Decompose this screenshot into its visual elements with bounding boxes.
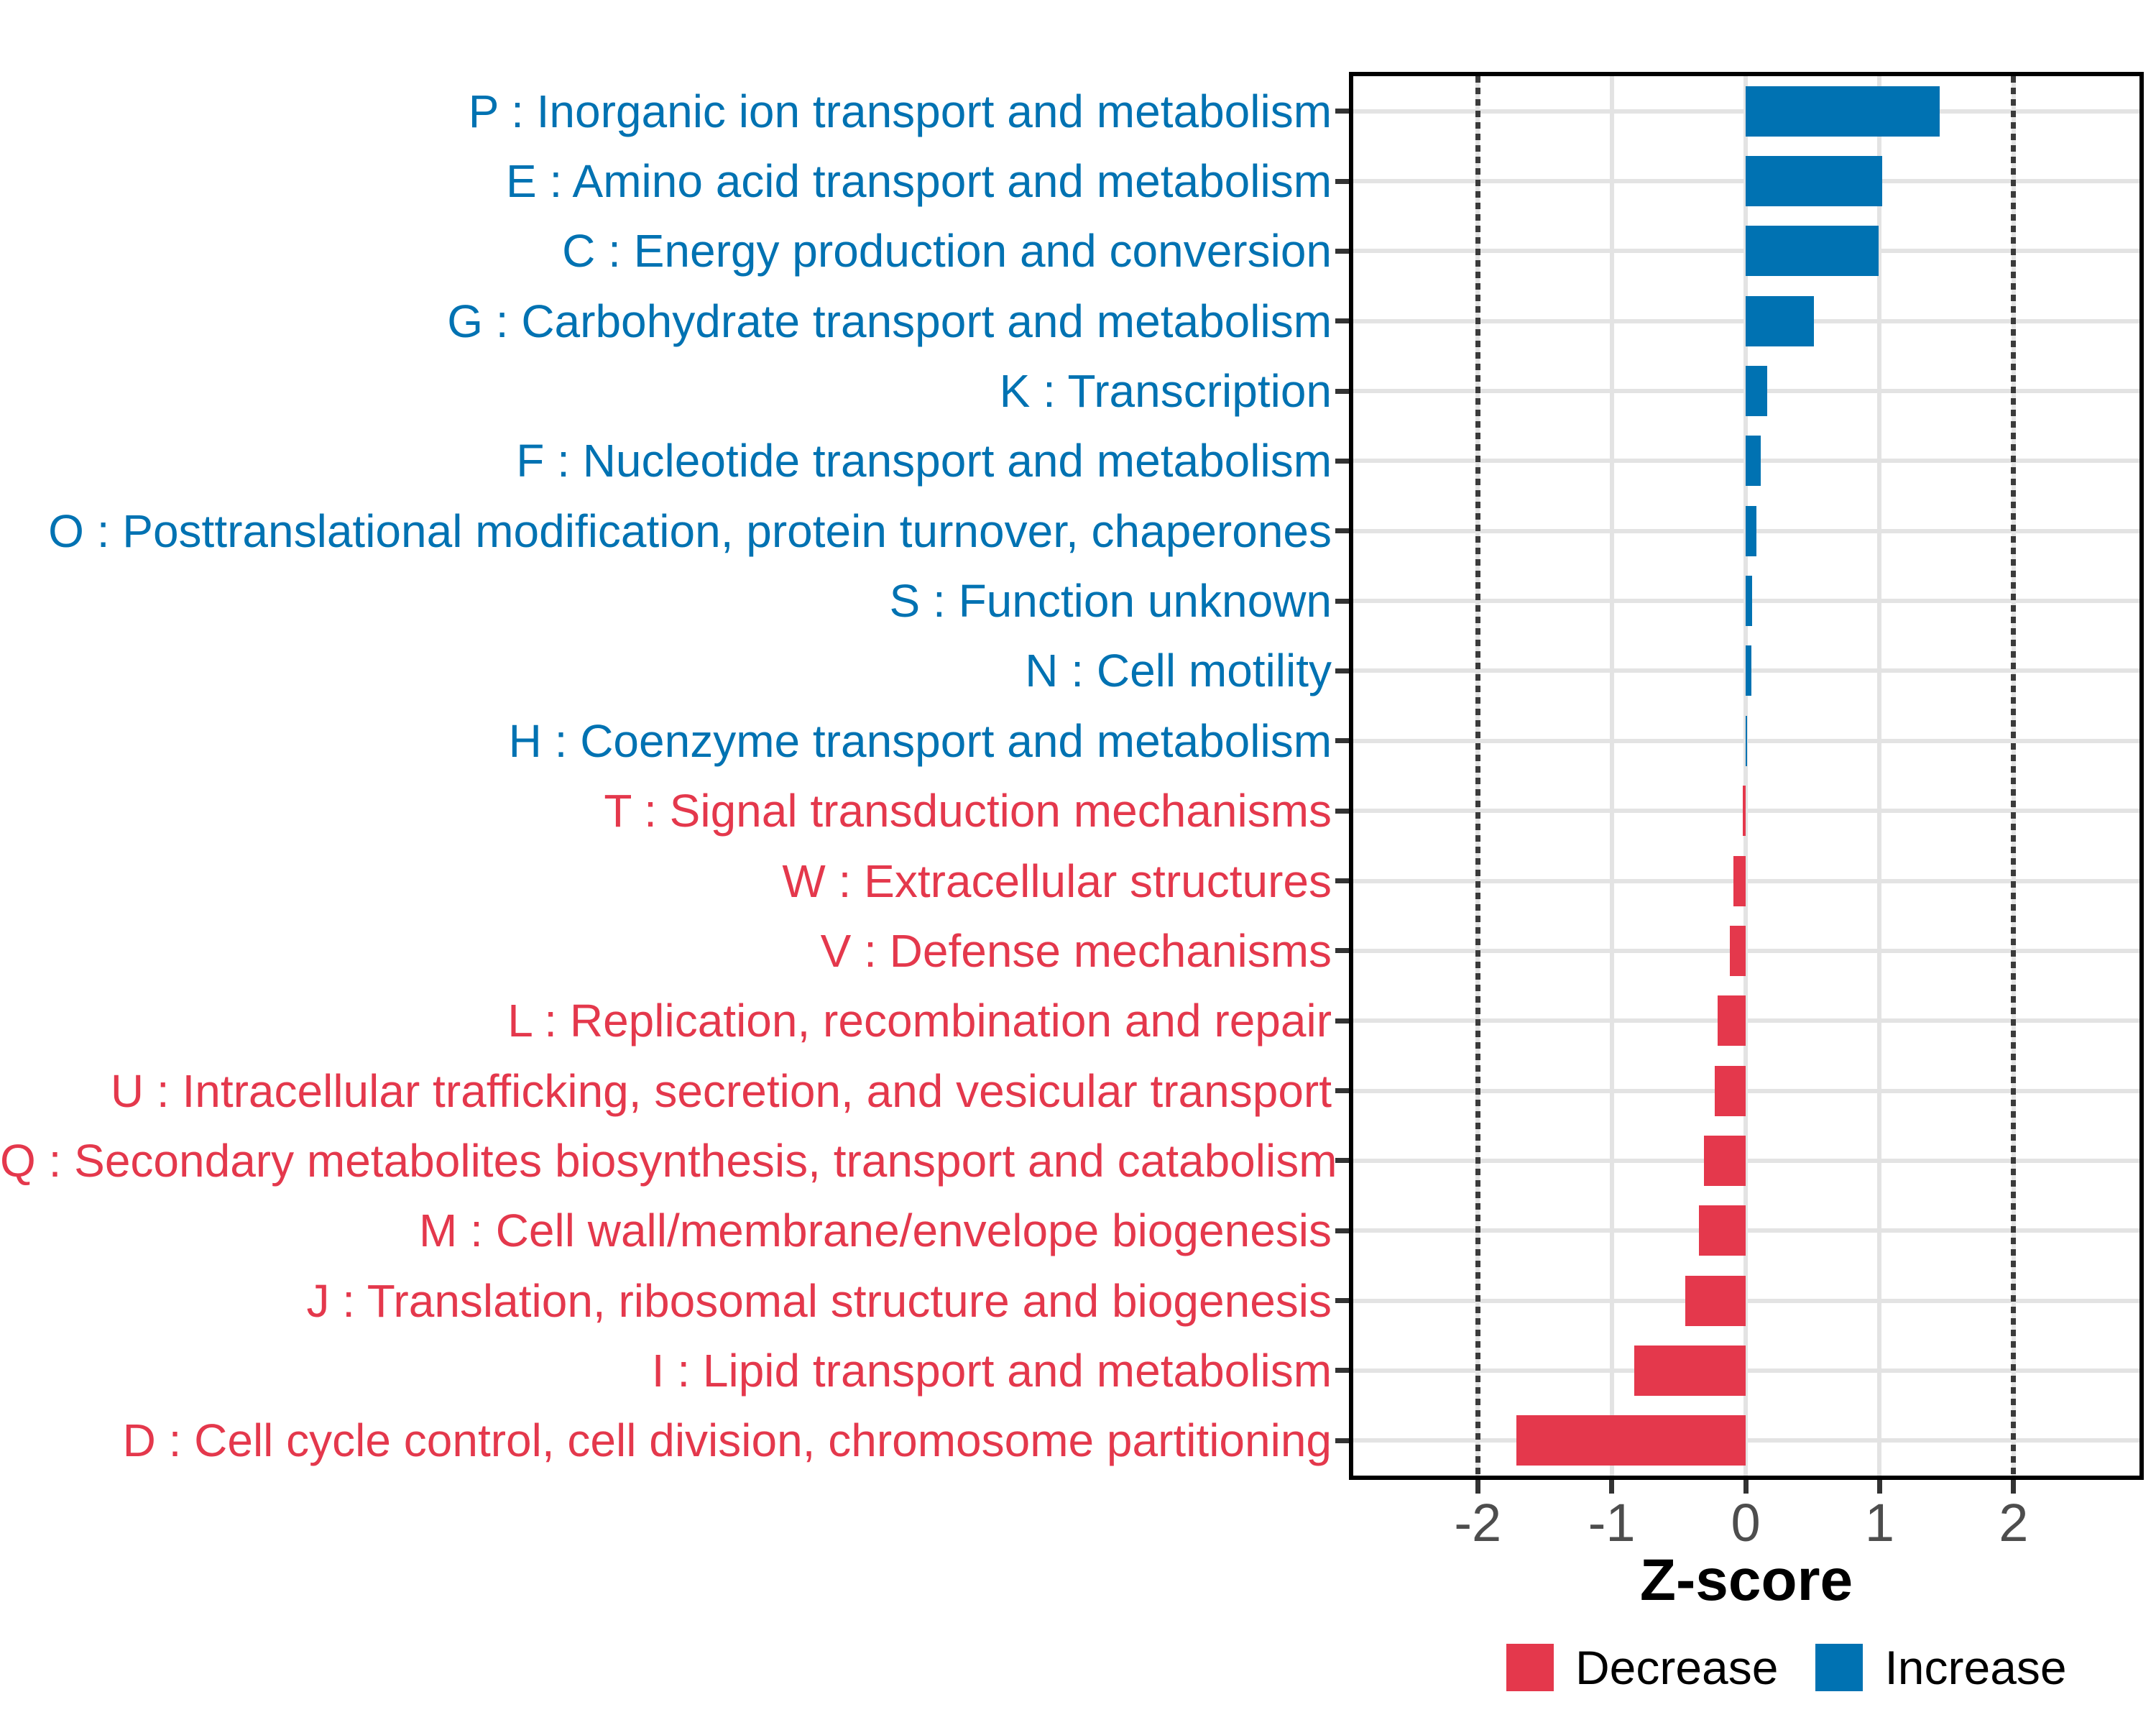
bar-L xyxy=(1717,995,1746,1046)
bar-P xyxy=(1746,86,1940,137)
category-label: G : Carbohydrate transport and metabolis… xyxy=(447,295,1332,347)
category-label: H : Coenzyme transport and metabolism xyxy=(508,714,1332,767)
bar-G xyxy=(1746,295,1815,346)
y-tick xyxy=(1335,808,1349,814)
gridline-vertical xyxy=(1609,76,1614,1476)
category-label: V : Defense mechanisms xyxy=(820,924,1332,977)
bar-S xyxy=(1746,576,1753,627)
y-tick xyxy=(1335,1088,1349,1094)
category-label: Q : Secondary metabolites biosynthesis, … xyxy=(0,1134,1337,1187)
gridline-vertical xyxy=(1877,76,1882,1476)
bar-O xyxy=(1746,505,1756,556)
category-label: D : Cell cycle control, cell division, c… xyxy=(122,1414,1332,1467)
category-label: T : Signal transduction mechanisms xyxy=(604,785,1332,837)
category-label: W : Extracellular structures xyxy=(782,855,1332,907)
y-tick xyxy=(1335,109,1349,114)
x-tick-label: 0 xyxy=(1731,1493,1761,1552)
legend-label: Increase xyxy=(1884,1641,2067,1694)
y-tick xyxy=(1335,878,1349,884)
y-tick xyxy=(1335,668,1349,673)
y-tick xyxy=(1335,458,1349,464)
y-tick xyxy=(1335,598,1349,604)
bar-Q xyxy=(1704,1135,1746,1186)
x-tick xyxy=(1609,1480,1615,1494)
legend: Decrease Increase xyxy=(1506,1641,2067,1694)
reference-line-dotted xyxy=(2011,76,2017,1476)
bar-C xyxy=(1746,226,1879,277)
y-tick xyxy=(1335,1368,1349,1374)
category-label: I : Lipid transport and metabolism xyxy=(651,1344,1332,1397)
y-tick xyxy=(1335,948,1349,954)
bar-W xyxy=(1733,855,1746,906)
legend-item-decrease: Decrease xyxy=(1506,1640,1778,1695)
bar-J xyxy=(1685,1275,1746,1326)
bar-H xyxy=(1746,715,1748,766)
x-tick-label: 1 xyxy=(1864,1493,1895,1552)
x-tick xyxy=(1743,1480,1749,1494)
bar-F xyxy=(1746,436,1761,487)
category-label: L : Replication, recombination and repai… xyxy=(507,995,1332,1047)
category-label: P : Inorganic ion transport and metaboli… xyxy=(468,85,1332,137)
x-tick-label: 2 xyxy=(1999,1493,2029,1552)
x-tick-label: -2 xyxy=(1454,1493,1502,1552)
y-tick xyxy=(1335,248,1349,254)
x-axis-title: Z-score xyxy=(1639,1547,1853,1613)
y-tick xyxy=(1335,178,1349,184)
x-tick xyxy=(2011,1480,2017,1494)
x-tick-label: -1 xyxy=(1588,1493,1636,1552)
bar-E xyxy=(1746,156,1883,207)
y-tick xyxy=(1335,738,1349,744)
bar-I xyxy=(1634,1345,1746,1396)
y-tick xyxy=(1335,1018,1349,1024)
category-label: F : Nucleotide transport and metabolism xyxy=(516,435,1332,487)
y-tick xyxy=(1335,528,1349,534)
legend-key-swatch xyxy=(1506,1644,1554,1691)
category-label: S : Function unknown xyxy=(889,575,1332,627)
bar-T xyxy=(1743,786,1746,837)
category-label: M : Cell wall/membrane/envelope biogenes… xyxy=(419,1205,1332,1257)
y-tick xyxy=(1335,1438,1349,1443)
category-label: U : Intracellular trafficking, secretion… xyxy=(110,1064,1332,1117)
category-label: K : Transcription xyxy=(999,365,1332,418)
category-label: O : Posttranslational modification, prot… xyxy=(48,505,1332,557)
x-tick xyxy=(1475,1480,1480,1494)
y-tick xyxy=(1335,388,1349,394)
category-label: C : Energy production and conversion xyxy=(562,225,1332,277)
y-tick xyxy=(1335,1228,1349,1233)
y-tick xyxy=(1335,1298,1349,1304)
reference-line-dotted xyxy=(1475,76,1480,1476)
gridline-vertical xyxy=(1743,76,1749,1476)
legend-key-swatch xyxy=(1815,1644,1864,1691)
y-tick xyxy=(1335,1158,1349,1164)
category-label: N : Cell motility xyxy=(1025,645,1332,697)
plot-panel xyxy=(1349,72,2144,1480)
bar-V xyxy=(1729,925,1746,976)
category-label: E : Amino acid transport and metabolism xyxy=(506,155,1332,208)
bar-D xyxy=(1516,1415,1746,1466)
bar-U xyxy=(1715,1065,1746,1116)
category-label: J : Translation, ribosomal structure and… xyxy=(306,1274,1332,1327)
x-tick xyxy=(1876,1480,1882,1494)
legend-label: Decrease xyxy=(1575,1641,1779,1694)
bar-M xyxy=(1698,1205,1746,1256)
bar-N xyxy=(1746,645,1751,696)
bar-K xyxy=(1746,366,1767,417)
legend-item-increase: Increase xyxy=(1815,1640,2067,1695)
y-tick xyxy=(1335,318,1349,324)
